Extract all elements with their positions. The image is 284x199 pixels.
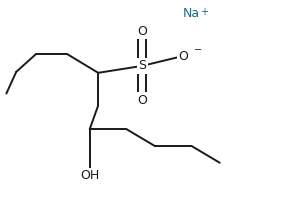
Text: S: S: [138, 60, 146, 72]
Text: O: O: [178, 50, 188, 62]
Text: Na: Na: [183, 7, 200, 20]
Text: OH: OH: [80, 169, 99, 182]
Text: O: O: [137, 25, 147, 38]
Text: O: O: [137, 94, 147, 107]
Text: +: +: [200, 7, 208, 17]
Text: −: −: [195, 45, 202, 55]
